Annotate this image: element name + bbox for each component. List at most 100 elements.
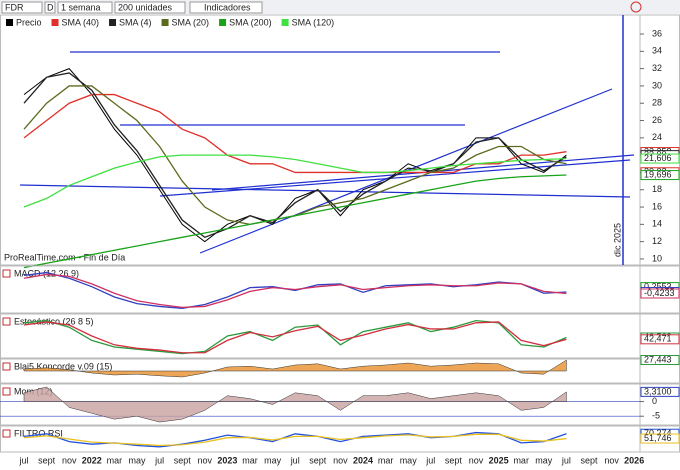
- line: [23, 433, 567, 447]
- interval: 1 semana: [61, 2, 101, 12]
- line: [23, 174, 567, 269]
- value-tag-label: 3,3100: [644, 386, 672, 396]
- x-tick-label: jul: [561, 455, 571, 465]
- y-tick-label: 12: [652, 236, 662, 246]
- line: [23, 271, 567, 309]
- x-tick-label: nov: [198, 455, 213, 465]
- x-tick-label: nov: [333, 455, 348, 465]
- y-tick-label: 30: [652, 80, 662, 90]
- panel-icon: [2, 362, 11, 371]
- panel-title: MACD (12 26 9): [14, 268, 79, 278]
- y-tick-label: 0: [652, 396, 657, 406]
- panel-icon: [2, 269, 11, 278]
- x-tick-label: mar: [107, 455, 123, 465]
- line: [23, 68, 567, 243]
- x-tick-label: jul: [18, 455, 28, 465]
- legend-swatch: [109, 19, 117, 26]
- value-tag-label: -0,4233: [644, 288, 675, 298]
- x-tick-label: mar: [513, 455, 529, 465]
- panel-icon: [2, 317, 11, 326]
- x-tick-label: 2025: [489, 455, 509, 465]
- y-tick-label: 36: [652, 28, 662, 38]
- units: 200 unidades: [118, 2, 173, 12]
- y-tick-label: 28: [652, 98, 662, 108]
- x-tick-label: mar: [242, 455, 258, 465]
- legend-swatch: [6, 19, 13, 26]
- panel-title: FILTRO RSI: [14, 428, 63, 438]
- y-tick-label: 26: [652, 115, 662, 125]
- value-tag: [640, 355, 680, 366]
- x-tick-label: 2026: [624, 455, 644, 465]
- line: [23, 321, 567, 354]
- value-tag-label: 70,274: [644, 428, 672, 438]
- line: [23, 154, 567, 208]
- x-tick-label: jul: [154, 455, 164, 465]
- x-tick-label: sept: [174, 455, 192, 465]
- value-tag: [640, 288, 680, 299]
- y-tick-label: 14: [652, 219, 662, 229]
- x-tick-label: sept: [309, 455, 327, 465]
- x-tick-label: 2023: [217, 455, 237, 465]
- value-tag: [640, 170, 680, 181]
- x-tick-label: sept: [580, 455, 598, 465]
- area: [23, 386, 567, 423]
- x-tick-label: nov: [604, 455, 619, 465]
- interval-box[interactable]: [57, 1, 113, 14]
- units-box[interactable]: [114, 1, 186, 14]
- panel-title: Blai5 Koncorde v.09 (15): [14, 361, 112, 371]
- legend-label: SMA (120): [292, 17, 335, 27]
- value-tag-label: 21,606: [644, 153, 672, 163]
- legend-swatch: [161, 19, 169, 26]
- value-tag: [640, 386, 680, 397]
- legend-label: SMA (4): [119, 17, 152, 27]
- y-tick-label: 24: [652, 132, 662, 142]
- x-tick-label: may: [400, 455, 418, 465]
- period: D: [47, 2, 54, 12]
- x-tick-label: mar: [378, 455, 394, 465]
- ticker-box[interactable]: [1, 1, 43, 14]
- y-tick-label: 32: [652, 63, 662, 73]
- x-tick-label: nov: [62, 455, 77, 465]
- value-tag: [640, 334, 680, 345]
- panel-title: Estocástico (26 8 5): [14, 316, 94, 326]
- legend-swatch: [281, 19, 289, 26]
- x-tick-label: 2022: [82, 455, 102, 465]
- x-tick-label: may: [128, 455, 146, 465]
- indicators: Indicadores: [204, 2, 251, 12]
- x-tick-label: jul: [425, 455, 435, 465]
- value-tag-label: 0,2553: [644, 281, 672, 291]
- y-tick-label: -5: [652, 411, 660, 421]
- panel-frame: [0, 265, 680, 314]
- legend-swatch: [51, 19, 59, 26]
- x-tick-label: sept: [445, 455, 463, 465]
- ticker: FDR: [5, 2, 24, 12]
- line: [23, 273, 567, 309]
- x-tick-label: may: [535, 455, 553, 465]
- value-tag-label: 27,443: [644, 354, 672, 364]
- watermark: ProRealTime.com - Fin de Día: [4, 252, 125, 262]
- panel-frame: [0, 313, 680, 359]
- legend-label: Precio: [16, 17, 42, 27]
- area: [23, 359, 567, 378]
- trend-line: [19, 184, 631, 198]
- x-tick-label: nov: [469, 455, 484, 465]
- line: [23, 72, 567, 239]
- legend-label: SMA (200): [229, 17, 272, 27]
- line: [23, 319, 567, 355]
- date-line-label: dic 2025: [612, 223, 622, 257]
- value-tag: [640, 153, 680, 164]
- y-tick-label: 18: [652, 184, 662, 194]
- period-box[interactable]: [44, 1, 56, 14]
- panel-icon: [2, 429, 11, 438]
- x-tick-label: may: [264, 455, 282, 465]
- x-tick-label: 2024: [353, 455, 373, 465]
- legend-label: SMA (40): [62, 17, 100, 27]
- y-tick-label: 16: [652, 201, 662, 211]
- x-tick-label: jul: [290, 455, 300, 465]
- alert-icon[interactable]: [630, 1, 642, 13]
- y-tick-label: 34: [652, 46, 662, 56]
- panel-icon: [2, 387, 11, 396]
- trend-line: [159, 159, 631, 197]
- indicators-box[interactable]: [189, 1, 263, 14]
